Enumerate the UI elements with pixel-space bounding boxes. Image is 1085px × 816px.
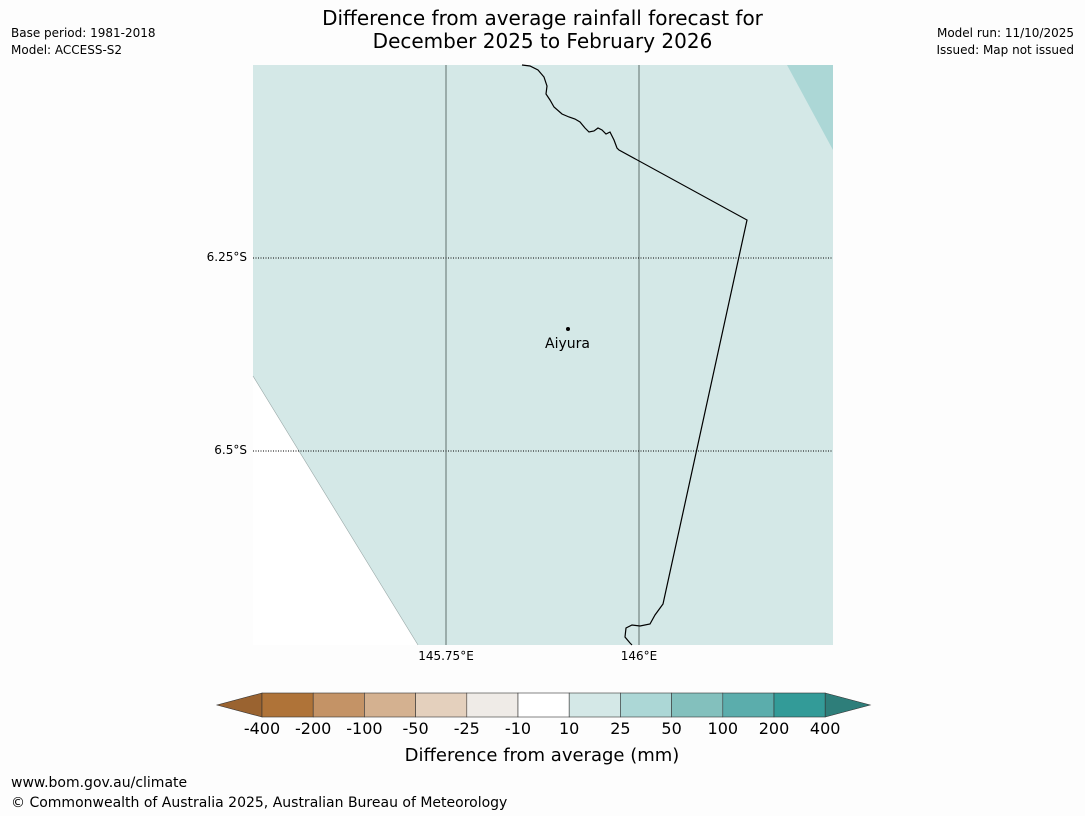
model-name: Model: ACCESS-S2: [11, 43, 123, 57]
colorbar-tick-label: -10: [504, 719, 532, 738]
title-line-1: Difference from average rainfall forecas…: [322, 6, 763, 30]
lat-label-6-5: 6.5°S: [214, 443, 247, 457]
colorbar-segment: [415, 692, 468, 718]
colorbar-segment: [364, 692, 416, 718]
colorbar-segment: [773, 692, 826, 718]
issued-status: Issued: Map not issued: [936, 43, 1074, 57]
colorbar-under-arrow: [215, 692, 263, 718]
metadata-right: Model run: 11/10/2025 Issued: Map not is…: [936, 25, 1074, 59]
title-line-2: December 2025 to February 2026: [372, 29, 713, 53]
colorbar: [215, 692, 872, 718]
colorbar-over-arrow: [824, 692, 872, 718]
colorbar-segment: [568, 692, 621, 718]
map-title: Difference from average rainfall forecas…: [0, 7, 1085, 53]
colorbar-tick-label: 400: [809, 719, 841, 738]
colorbar-tick-label: -25: [453, 719, 480, 738]
colorbar-segment: [671, 692, 724, 718]
colorbar-tick-label: 200: [758, 719, 790, 738]
lon-label-146: 146°E: [620, 649, 658, 663]
colorbar-title: Difference from average (mm): [404, 745, 680, 766]
colorbar-segment: [312, 692, 365, 718]
footer-copyright: © Commonwealth of Australia 2025, Austra…: [11, 795, 508, 811]
model-run: Model run: 11/10/2025: [936, 26, 1074, 40]
colorbar-tick-label: -400: [243, 719, 281, 738]
colorbar-segment: [517, 692, 570, 718]
colorbar-tick-label: 10: [559, 719, 580, 738]
forecast-area: [253, 65, 833, 645]
place-marker: [566, 327, 570, 331]
mask-edge: [252, 375, 419, 646]
lon-label-145-75: 145.75°E: [418, 649, 474, 663]
colorbar-tick-label: 25: [610, 719, 631, 738]
colorbar-segment: [620, 692, 672, 718]
border-line: [521, 64, 748, 646]
colorbar-segment: [466, 692, 519, 718]
forecast-corner-area: [787, 65, 833, 150]
colorbar-segment: [261, 692, 314, 718]
footer-url: www.bom.gov.au/climate: [11, 775, 188, 791]
lat-label-6-25: 6.25°S: [206, 250, 247, 264]
place-label: Aiyura: [545, 336, 590, 352]
base-period: Base period: 1981-2018: [11, 26, 156, 40]
colorbar-segment: [722, 692, 775, 718]
colorbar-tick-label: 50: [661, 719, 682, 738]
colorbar-tick-label: -50: [402, 719, 429, 738]
metadata-left: Base period: 1981-2018 Model: ACCESS-S2: [11, 25, 156, 59]
colorbar-ticks: -400 -200 -100 -50 -25 -10 10 25 50 100 200 400: [0, 719, 1085, 741]
colorbar-tick-label: 100: [707, 719, 739, 738]
colorbar-tick-label: -200: [295, 719, 332, 738]
colorbar-tick-label: -100: [346, 719, 383, 738]
